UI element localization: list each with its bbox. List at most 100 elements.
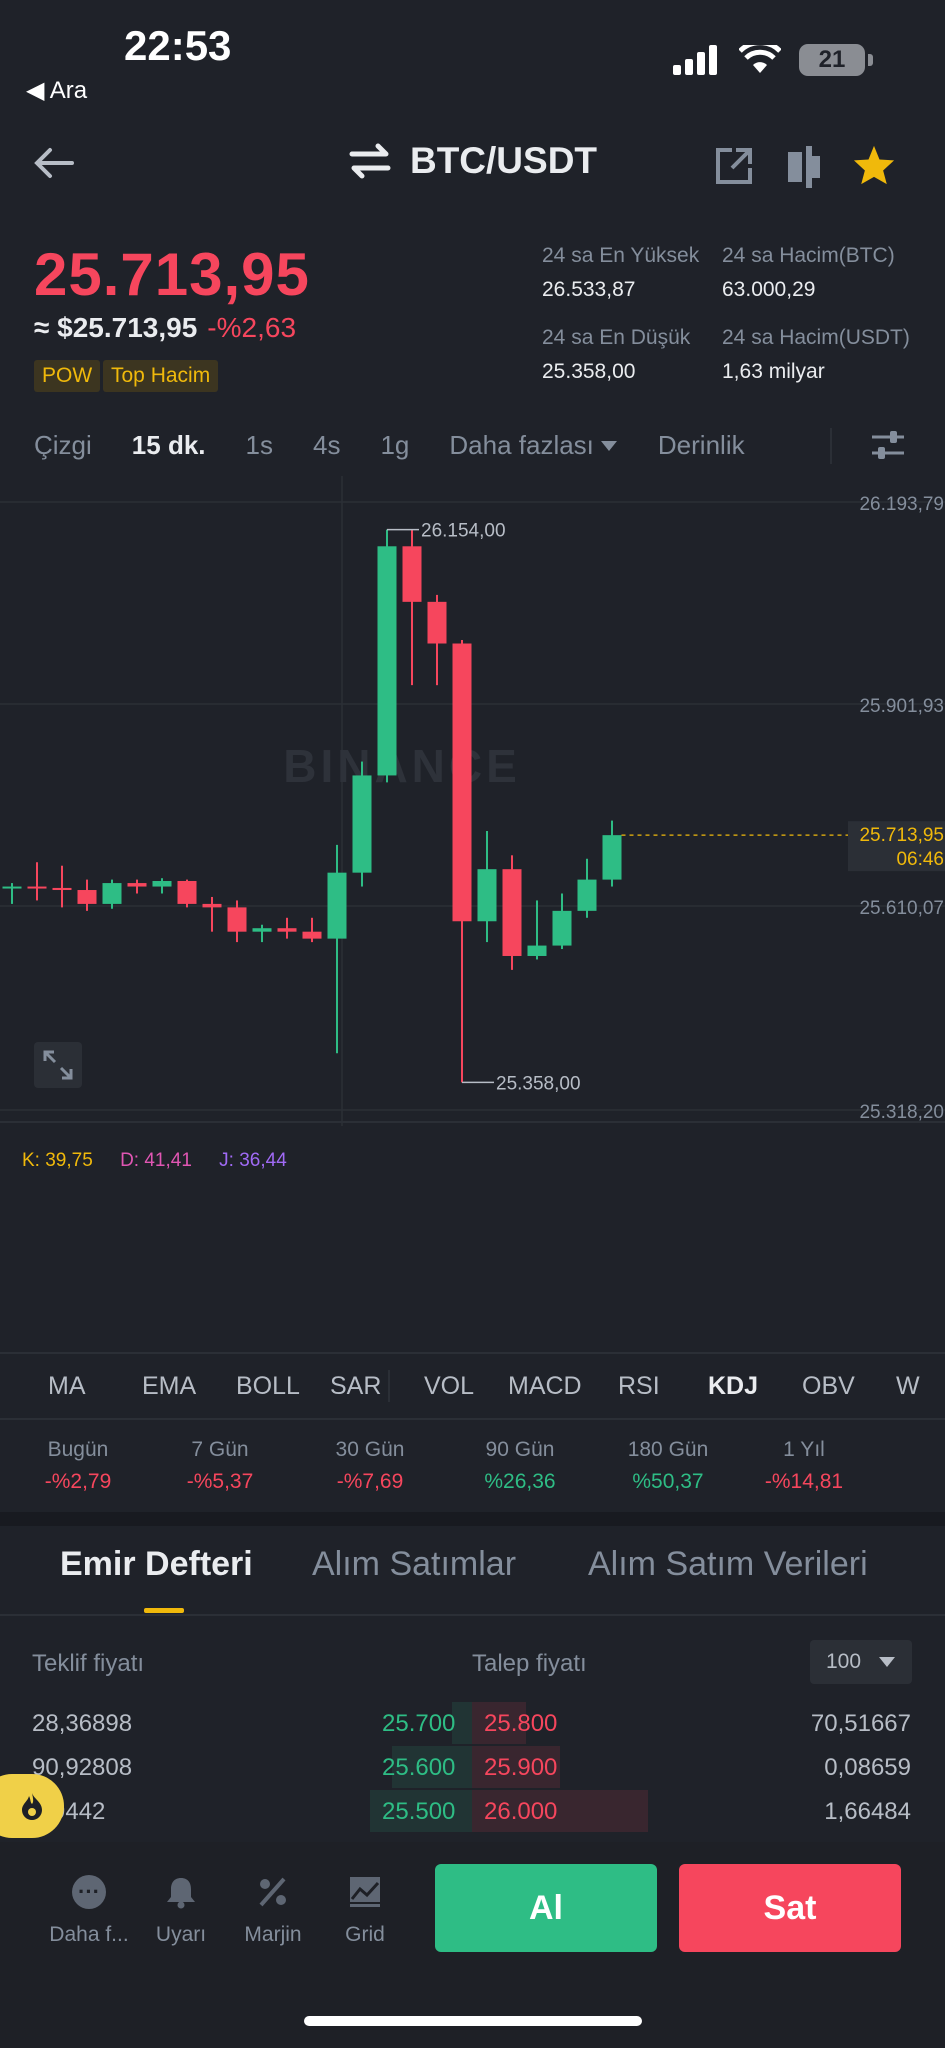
performance-value: -%2,79 [44,1470,112,1493]
ask-price[interactable]: 25.800 [484,1710,558,1737]
ask-price[interactable]: 25.900 [484,1754,558,1781]
candle-body [127,883,147,887]
indicator-sar[interactable]: SAR [330,1371,382,1400]
y-tick-label: 26.193,79 [859,494,944,515]
indicator-w[interactable]: W [896,1371,920,1400]
current-price-label: 25.713,95 [859,825,944,846]
swap-icon [349,143,391,179]
tab-1h[interactable]: 1s [245,430,273,460]
pair-title-text: BTC/USDT [409,140,598,181]
favorite-star-icon[interactable] [852,144,896,186]
tab-trade-data[interactable]: Alım Satım Verileri [588,1545,868,1583]
performance-value: -%5,37 [186,1470,254,1493]
fullscreen-button[interactable] [34,1042,82,1088]
kdj-k-label: K: 39,75 [22,1150,93,1171]
stat-low-label: 24 sa En Düşük [542,326,691,349]
stat-vol-usdt-label: 24 sa Hacim(USDT) [722,326,910,349]
candle-body [152,880,172,887]
candle-body [552,910,572,946]
battery-icon: 21 [799,44,873,76]
candle-body [227,907,247,932]
indicator-vol[interactable]: VOL [424,1371,475,1400]
bid-price[interactable]: 25.600 [382,1754,456,1781]
stat-vol-btc-label: 24 sa Hacim(BTC) [722,244,895,267]
share-icon[interactable] [714,146,754,186]
flame-icon [22,1793,42,1820]
nav-grid[interactable]: Grid [320,1875,410,1947]
compare-icon[interactable] [786,146,822,188]
y-tick-label: 25.318,20 [859,1102,944,1123]
candle-body [102,883,122,904]
tab-1d[interactable]: 1g [380,430,410,460]
ask-price[interactable]: 26.000 [484,1798,558,1825]
tab-trades[interactable]: Alım Satımlar [312,1545,517,1583]
indicator-obv[interactable]: OBV [802,1371,855,1400]
bid-quantity[interactable]: 90,92808 [32,1754,133,1781]
margin-icon [259,1877,286,1907]
floating-action-button[interactable] [0,1774,64,1838]
stat-low-value: 25.358,00 [542,360,636,383]
tag-pow[interactable]: POW [34,360,101,392]
bid-depth-bar [452,1702,472,1744]
tag-top-volume[interactable]: Top Hacim [103,360,219,392]
indicator-ema[interactable]: EMA [142,1371,197,1400]
depth-select[interactable]: 100 [810,1640,912,1684]
signal-icon [673,45,717,75]
tab-more[interactable]: Daha fazlası [449,430,594,460]
usd-price-line: ≈ $25.713,95 -%2,63 [34,312,296,344]
tab-4h[interactable]: 4s [312,430,341,460]
ask-quantity[interactable]: 0,08659 [824,1754,911,1781]
tabs-divider [830,428,832,464]
tab-depth[interactable]: Derinlik [657,430,745,460]
ask-quantity[interactable]: 1,66484 [824,1798,911,1825]
performance-label: 90 Gün [485,1438,555,1461]
nav-more-label: Daha f... [49,1923,129,1946]
indicator-macd[interactable]: MACD [508,1371,582,1400]
indicator-top-divider [0,1352,945,1354]
sell-button[interactable]: Sat [679,1864,901,1952]
candle-body [77,890,97,904]
performance-value: %50,37 [632,1470,704,1493]
chevron-down-icon[interactable] [600,440,618,452]
kdj-legend: K: 39,75 D: 41,41 J: 36,44 [22,1150,287,1172]
y-tick-label: 25.610,07 [859,898,944,919]
indicator-rsi[interactable]: RSI [618,1371,660,1400]
candle-body [27,886,47,889]
candle-body [577,879,597,911]
nav-alert[interactable]: Uyarı [136,1875,226,1947]
candle-body [302,931,322,939]
buy-button[interactable]: Al [435,1864,657,1952]
tab-15m[interactable]: 15 dk. [131,430,206,460]
status-icons: 21 [673,44,873,76]
ask-quantity[interactable]: 70,51667 [810,1710,911,1737]
bid-price[interactable]: 25.500 [382,1798,456,1825]
indicator-kdj[interactable]: KDJ [708,1371,759,1400]
pair-title[interactable]: BTC/USDT [0,140,945,182]
price-change: -%2,63 [207,312,297,343]
nav-grid-label: Grid [345,1923,385,1946]
tab-line[interactable]: Çizgi [34,430,92,460]
performance-value: -%7,69 [336,1470,404,1493]
bid-quantity[interactable]: 28,36898 [32,1710,133,1737]
candle-body [427,601,447,644]
bid-price[interactable]: 25.700 [382,1710,456,1737]
indicator-ma[interactable]: MA [48,1371,86,1400]
nav-margin[interactable]: Marjin [228,1875,318,1947]
indicator-boll[interactable]: BOLL [236,1371,300,1400]
interval-tabs: Çizgi 15 dk. 1s 4s 1g Daha fazlası Derin… [34,430,785,461]
chart-settings-icon[interactable] [870,428,906,462]
performance-label: Bugün [47,1438,109,1461]
y-tick-label: 25.901,93 [859,696,944,717]
back-arrow-icon[interactable] [32,146,74,180]
ask-depth-bar [472,1746,560,1788]
candle-body [202,903,222,908]
tab-order-book[interactable]: Emir Defteri [60,1545,253,1583]
nav-more[interactable]: ··· Daha f... [44,1875,134,1947]
performance-label: 30 Gün [335,1438,405,1461]
status-back-link[interactable]: ◀ Ara [26,77,88,104]
performance-label: 7 Gün [191,1438,249,1461]
section-separator [0,1512,945,1526]
last-price: 25.713,95 [34,241,310,308]
candlestick-chart[interactable]: BINANCE 26.193,79 25.901,93 25.610,07 25.318… [0,476,945,1126]
performance-value: -%14,81 [764,1470,844,1493]
